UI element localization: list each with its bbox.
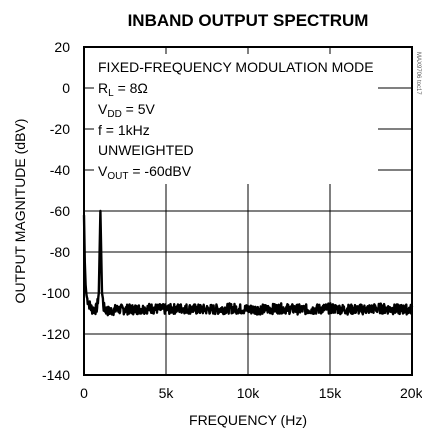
x-tick-label: 0 [80, 385, 88, 401]
annotation-mode: FIXED-FREQUENCY MODULATION MODE [98, 59, 374, 75]
annotation-vdd: VDD = 5V [98, 101, 156, 120]
x-tick-label: 10k [237, 385, 261, 401]
annotation-weighting: UNWEIGHTED [98, 142, 194, 158]
x-tick-label: 5k [159, 385, 175, 401]
y-tick-label: -100 [42, 285, 70, 301]
annotation-vdd-val: = 5V [122, 101, 156, 117]
y-axis-label: OUTPUT MAGNITUDE (dBV) [12, 119, 28, 304]
annotation-vout-val: = -60dBV [128, 163, 191, 179]
annotation-freq: f = 1kHz [98, 122, 150, 138]
annotation-vout: VOUT = -60dBV [98, 163, 192, 182]
x-tick-label: 20k [400, 385, 422, 401]
x-axis-label: FREQUENCY (Hz) [189, 412, 307, 428]
chart-title: INBAND OUTPUT SPECTRUM [128, 11, 369, 30]
plot-frame [83, 46, 413, 376]
annotation-vdd-sub: DD [107, 109, 121, 120]
y-tick-label: -120 [42, 326, 70, 342]
y-tick-label: 20 [54, 39, 70, 55]
y-tick-label: -60 [50, 203, 70, 219]
annotation-rl-val: = 8Ω [114, 80, 148, 96]
side-label: MAX9706 toc17 [415, 52, 421, 95]
annotation-vout-main: V [98, 163, 108, 179]
y-tick-label: -140 [42, 367, 70, 383]
annotation-background [94, 54, 378, 184]
y-tick-labels: 20 0 -20 -40 -60 -80 -100 -120 -140 [42, 39, 70, 383]
annotation-vdd-main: V [98, 101, 108, 117]
annotation-rl-sub: L [108, 88, 114, 99]
x-tick-labels: 0 5k 10k 15k 20k [80, 385, 422, 401]
annotation-rl: RL = 8Ω [98, 80, 148, 99]
y-tick-label: -20 [50, 121, 70, 137]
x-tick-label: 15k [319, 385, 343, 401]
annotation-rl-main: R [98, 80, 108, 96]
y-tick-label: -80 [50, 244, 70, 260]
annotation-vout-sub: OUT [107, 171, 128, 182]
y-tick-label: -40 [50, 162, 70, 178]
y-tick-label: 0 [62, 80, 70, 96]
spectrum-trace [82, 209, 414, 317]
